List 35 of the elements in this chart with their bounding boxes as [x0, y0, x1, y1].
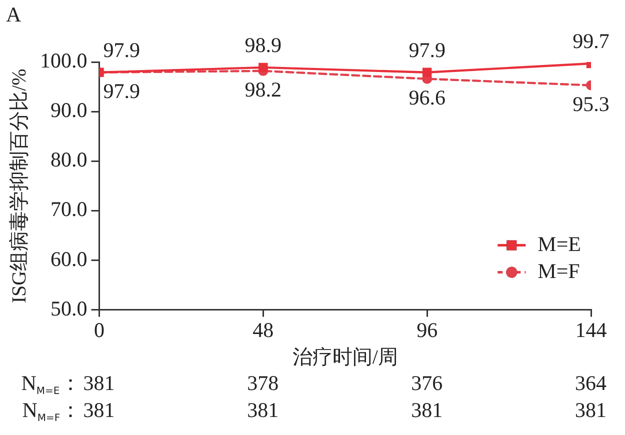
data-label: 97.9: [103, 38, 140, 62]
x-tick-label: 144: [575, 318, 608, 342]
text: 378: [247, 371, 279, 395]
text: 364: [575, 371, 606, 395]
legend-label: M=E: [538, 232, 581, 256]
point: [422, 68, 432, 78]
y-tick-label: 100.0: [40, 48, 88, 73]
text: 381: [247, 398, 279, 422]
y-tick-label: 50.0: [50, 296, 88, 320]
data-label: 99.7: [572, 29, 610, 53]
point: [258, 62, 268, 72]
x-tick-label: 48: [252, 318, 274, 342]
data-label: 98.2: [244, 77, 282, 102]
x-tick-label: 0: [94, 318, 104, 342]
text: 381: [83, 398, 115, 422]
y-tick-label: 90.0: [50, 98, 88, 122]
data-label: 97.9: [103, 78, 140, 103]
y-tick-label: 60.0: [50, 246, 88, 271]
y-tick-label: 80.0: [50, 148, 88, 172]
data-label: 98.9: [244, 32, 282, 57]
data-label: 96.6: [408, 85, 446, 110]
chart-title: A: [6, 2, 22, 27]
text: 381: [83, 371, 115, 395]
x-tick-label: 96: [416, 318, 438, 342]
text: N$_{M=E}$：: [21, 371, 81, 397]
text: 381: [575, 398, 606, 422]
legend-label: M=F: [538, 258, 580, 283]
data-label: 97.9: [408, 38, 446, 62]
text: N$_{M=F}$：: [22, 398, 82, 426]
y-axis-title: ISG组病毒学抑制百分比/%: [8, 68, 30, 304]
text: 376: [411, 371, 443, 395]
text: 381: [411, 398, 443, 422]
x-axis-title: 治疗时间/周: [292, 346, 398, 368]
data-label: 95.3: [572, 92, 610, 116]
y-tick-label: 70.0: [50, 197, 88, 222]
